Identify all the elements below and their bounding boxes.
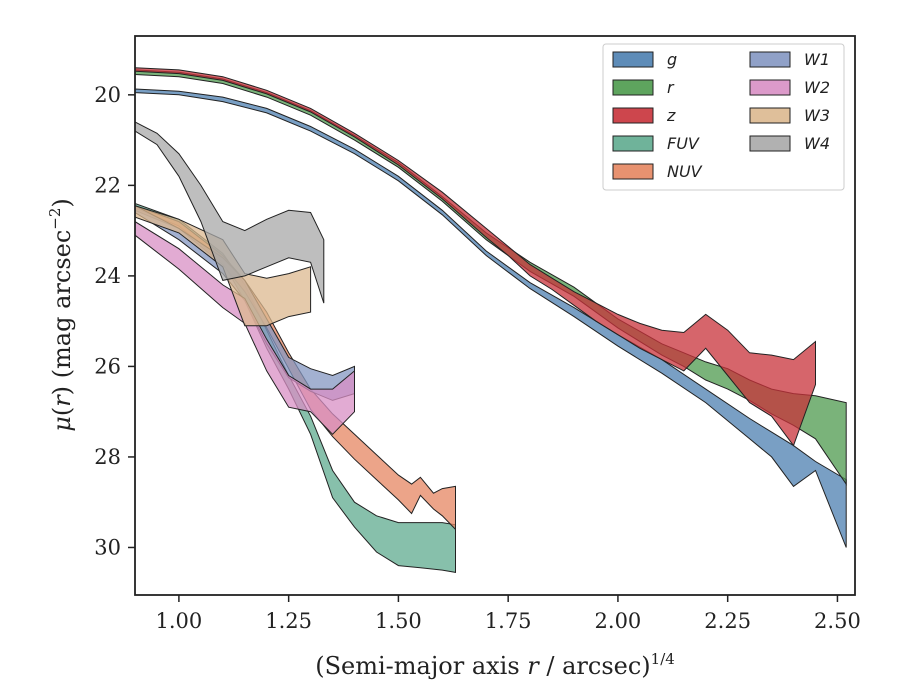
legend-item-w3: W3 xyxy=(749,106,830,125)
legend-item-nuv: NUV xyxy=(612,162,703,181)
legend-swatch xyxy=(612,163,654,180)
legend-item-g: g xyxy=(612,50,677,69)
legend-label: r xyxy=(667,78,675,97)
band-z xyxy=(135,67,816,447)
legend-label: W4 xyxy=(804,134,830,153)
x-tick-label: 2.25 xyxy=(704,609,751,633)
legend-item-w2: W2 xyxy=(749,78,830,97)
legend-swatch xyxy=(749,107,791,124)
band-w4 xyxy=(135,121,325,304)
legend-swatch xyxy=(612,51,654,68)
legend: grz FUV NUV W1 W2 W3 W4 xyxy=(602,43,845,191)
y-tick-label: 20 xyxy=(94,83,121,107)
band-g xyxy=(135,88,847,548)
legend-swatch xyxy=(749,51,791,68)
legend-label: FUV xyxy=(667,134,700,153)
legend-label: z xyxy=(666,106,676,125)
y-tick-label: 30 xyxy=(94,535,121,559)
x-tick-label: 1.25 xyxy=(265,609,312,633)
legend-swatch xyxy=(612,79,654,96)
legend-item-r: r xyxy=(612,78,675,97)
y-tick-label: 26 xyxy=(94,354,121,378)
x-axis-title: (Semi-major axis r / arcsec)1/4 xyxy=(315,650,675,680)
legend-swatch xyxy=(612,135,654,152)
x-tick-label: 1.00 xyxy=(156,609,203,633)
legend-swatch xyxy=(749,135,791,152)
legend-swatch xyxy=(612,107,654,124)
x-tick-label: 1.50 xyxy=(375,609,422,633)
x-tick-label: 2.00 xyxy=(595,609,642,633)
legend-label: W3 xyxy=(804,106,830,125)
profile-bands xyxy=(135,67,847,573)
legend-label: W2 xyxy=(804,78,830,97)
legend-item-fuv: FUV xyxy=(612,134,700,153)
y-axis-title: μ(r) (mag arcsec−2) xyxy=(46,198,76,432)
legend-label: NUV xyxy=(667,162,703,181)
x-axis: 1.00 1.25 1.50 1.75 2.00 2.25 2.50 xyxy=(156,595,861,633)
legend-item-w1: W1 xyxy=(749,50,830,69)
y-tick-label: 24 xyxy=(94,264,121,288)
x-tick-label: 1.75 xyxy=(485,609,532,633)
x-tick-label: 2.50 xyxy=(814,609,861,633)
legend-swatch xyxy=(749,79,791,96)
legend-item-z: z xyxy=(612,106,676,125)
y-tick-label: 22 xyxy=(94,173,121,197)
y-axis: 20 22 24 26 28 30 xyxy=(94,83,135,559)
legend-label: W1 xyxy=(804,50,830,69)
plot-frame xyxy=(134,35,856,596)
legend-label: g xyxy=(667,50,677,69)
legend-item-w4: W4 xyxy=(749,134,830,153)
y-tick-label: 28 xyxy=(94,445,121,469)
